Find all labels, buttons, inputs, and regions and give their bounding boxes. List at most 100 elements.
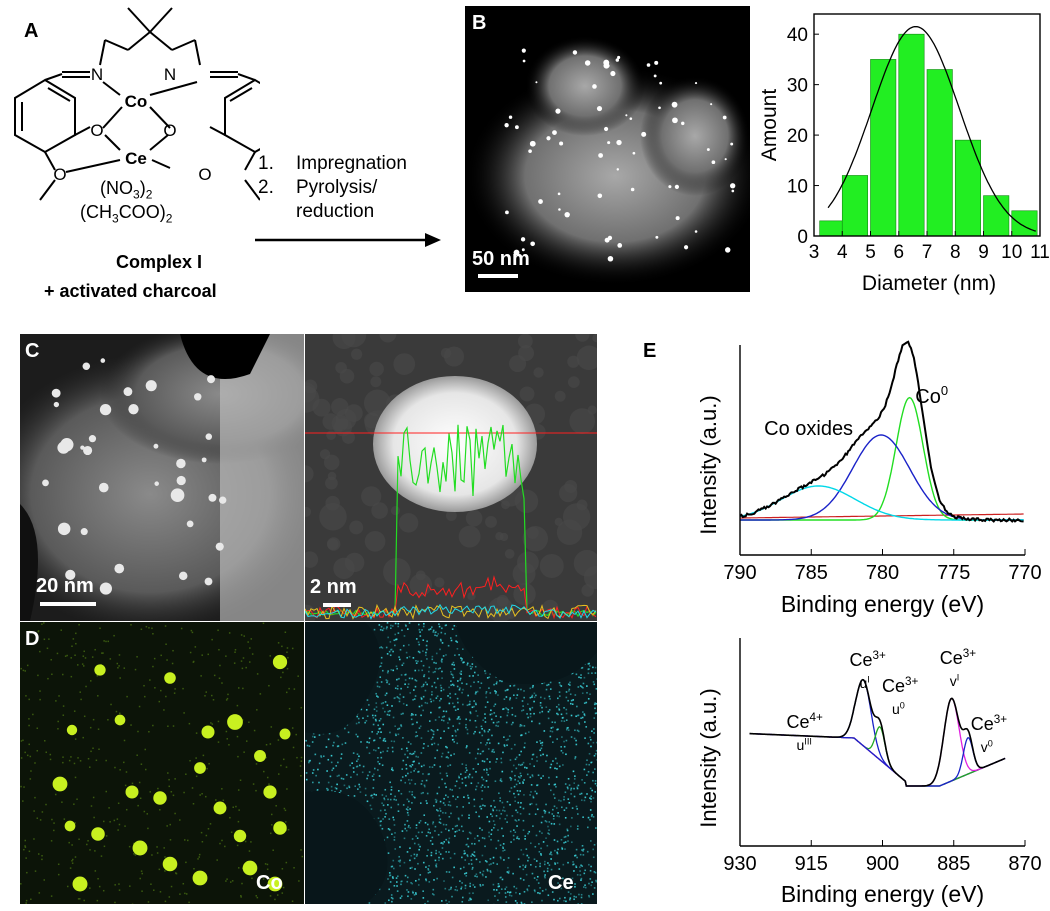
eds-noise-pixel [429, 871, 431, 873]
eds-noise-pixel [569, 897, 572, 899]
eds-noise-pixel [459, 718, 461, 720]
eds-noise-pixel [266, 863, 269, 866]
eds-noise-pixel [390, 786, 393, 788]
histogram-bar [926, 69, 953, 237]
nanoparticle-dot [557, 192, 561, 196]
co-nanoparticle [66, 724, 78, 736]
eds-noise-pixel [572, 861, 574, 863]
eds-noise-pixel [410, 718, 413, 721]
eds-noise-pixel [277, 642, 280, 644]
eds-noise-pixel [465, 872, 468, 874]
eds-noise-pixel [556, 768, 558, 770]
eds-noise-pixel [327, 738, 330, 741]
eds-noise-pixel [417, 623, 420, 626]
eds-noise-pixel [519, 813, 522, 815]
texture-blob [383, 557, 411, 586]
co-nanoparticle [132, 840, 148, 856]
eds-noise-pixel [422, 683, 425, 686]
eds-noise-pixel [520, 709, 523, 712]
eds-noise-pixel [486, 816, 489, 818]
eds-noise-pixel [374, 718, 377, 721]
eds-noise-pixel [361, 771, 364, 774]
eds-noise-pixel [390, 669, 393, 671]
eds-noise-pixel [82, 655, 85, 657]
texture-blob [518, 345, 535, 362]
eds-noise-pixel [401, 880, 403, 883]
eds-noise-pixel [446, 903, 448, 904]
eds-noise-pixel [409, 847, 411, 849]
eds-noise-pixel [210, 722, 212, 724]
eds-noise-pixel [442, 710, 445, 713]
eds-noise-pixel [401, 776, 404, 778]
eds-noise-pixel [557, 728, 559, 731]
texture-blob [539, 553, 564, 578]
eds-noise-pixel [541, 706, 543, 709]
eds-noise-pixel [468, 675, 471, 677]
eds-noise-pixel [543, 809, 546, 812]
eds-noise-pixel [331, 769, 333, 772]
nanoparticle-dot [681, 121, 685, 126]
eds-noise-pixel [511, 770, 513, 773]
eds-noise-pixel [422, 890, 424, 892]
eds-noise-pixel [405, 767, 408, 770]
eds-noise-pixel [114, 901, 116, 904]
eds-noise-pixel [398, 727, 401, 730]
eds-noise-pixel [39, 698, 41, 701]
eds-noise-pixel [317, 768, 319, 771]
eds-noise-pixel [374, 749, 377, 752]
eds-noise-pixel [546, 754, 548, 757]
eds-noise-pixel [265, 743, 268, 746]
eds-noise-pixel [595, 750, 597, 752]
eds-noise-pixel [437, 809, 439, 812]
eds-noise-pixel [442, 823, 445, 826]
nanoparticle-dot [694, 82, 698, 85]
eds-noise-pixel [409, 808, 411, 810]
eds-noise-pixel [406, 747, 408, 750]
eds-noise-pixel [476, 875, 478, 878]
eds-noise-pixel [494, 780, 497, 783]
map-label-ce: Ce [548, 872, 574, 894]
eds-noise-pixel [407, 895, 409, 898]
eds-noise-pixel [81, 663, 84, 665]
eds-noise-pixel [355, 722, 358, 725]
eds-noise-pixel [531, 686, 534, 689]
eds-noise-pixel [520, 802, 522, 804]
eds-noise-pixel [430, 851, 433, 854]
eds-noise-pixel [420, 783, 423, 785]
eds-noise-pixel [453, 741, 456, 743]
eds-noise-pixel [458, 722, 461, 725]
eds-noise-pixel [510, 747, 513, 750]
eds-noise-pixel [593, 871, 596, 873]
eds-noise-pixel [380, 731, 382, 733]
eds-noise-pixel [141, 890, 143, 892]
eds-noise-pixel [522, 879, 525, 881]
eds-noise-pixel [344, 742, 347, 744]
eds-noise-pixel [78, 898, 81, 900]
eds-noise-pixel [394, 622, 397, 625]
eds-noise-pixel [183, 712, 185, 714]
eds-noise-pixel [527, 856, 530, 859]
eds-noise-pixel [509, 776, 512, 779]
eds-noise-pixel [492, 820, 495, 822]
eds-noise-pixel [520, 775, 522, 777]
eds-noise-pixel [329, 775, 332, 778]
nanoparticle-dot [170, 488, 185, 503]
co-nanoparticle [272, 654, 288, 670]
co-nanoparticle [279, 728, 291, 740]
eds-noise-pixel [85, 685, 87, 688]
eds-noise-pixel [399, 861, 401, 863]
eds-noise-pixel [468, 814, 470, 817]
eds-noise-pixel [567, 683, 570, 686]
eds-noise-pixel [500, 813, 503, 815]
eds-noise-pixel [143, 684, 145, 687]
eds-noise-pixel [232, 806, 235, 809]
eds-noise-pixel [560, 800, 562, 802]
eds-noise-pixel [576, 808, 579, 810]
eds-noise-pixel [452, 661, 455, 664]
eds-noise-pixel [391, 767, 394, 769]
eds-noise-pixel [474, 692, 477, 695]
eds-noise-pixel [531, 706, 534, 709]
eds-noise-pixel [485, 771, 488, 774]
eds-noise-pixel [148, 730, 150, 733]
eds-noise-pixel [332, 767, 335, 770]
